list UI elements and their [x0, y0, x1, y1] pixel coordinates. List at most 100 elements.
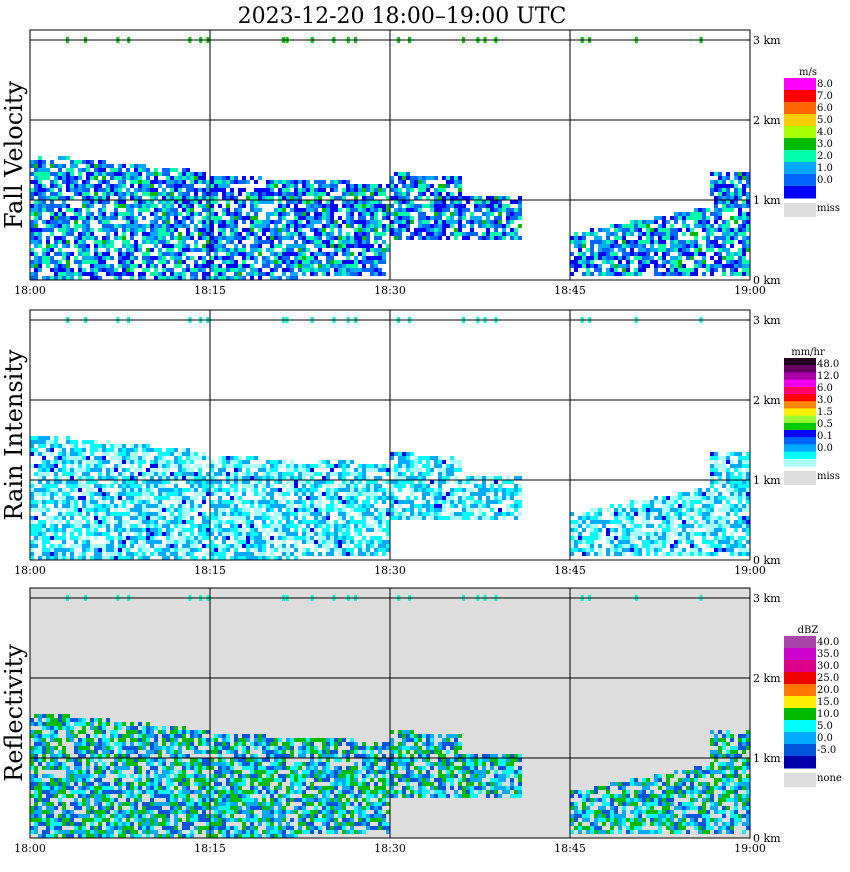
echo-cell — [178, 452, 182, 456]
echo-cell — [374, 192, 378, 196]
echo-cell — [102, 256, 106, 260]
echo-cell — [702, 216, 706, 220]
echo-cell — [598, 512, 602, 516]
echo-cell — [214, 536, 218, 540]
echo-cell — [358, 204, 362, 208]
echo-cell — [438, 468, 442, 472]
echo-cell — [154, 512, 158, 516]
echo-cell — [718, 264, 722, 268]
echo-cell — [438, 224, 442, 228]
echo-cell — [102, 208, 106, 212]
echo-cell — [222, 544, 226, 548]
echo-cell — [746, 228, 750, 232]
echo-cell — [714, 200, 718, 204]
echo-cell — [42, 228, 46, 232]
echo-cell — [582, 260, 586, 264]
echo-cell — [46, 468, 50, 472]
echo-cell — [174, 456, 178, 460]
echo-cell — [318, 252, 322, 256]
echo-cell — [130, 500, 134, 504]
echo-cell — [250, 220, 254, 224]
echo-cell — [274, 180, 278, 184]
echo-cell — [666, 232, 670, 236]
echo-cell — [106, 468, 110, 472]
echo-cell — [338, 216, 342, 220]
echo-cell — [358, 548, 362, 552]
echo-cell — [282, 536, 286, 540]
echo-cell — [110, 496, 114, 500]
echo-cell — [118, 260, 122, 264]
echo-cell — [726, 228, 730, 232]
echo-cell — [694, 268, 698, 272]
echo-cell — [118, 256, 122, 260]
echo-cell — [126, 220, 130, 224]
echo-cell — [738, 252, 742, 256]
echo-cell — [662, 264, 666, 268]
echo-cell — [426, 176, 430, 180]
echo-cell — [354, 260, 358, 264]
echo-cell — [146, 268, 150, 272]
echo-cell — [346, 236, 350, 240]
echo-cell — [342, 236, 346, 240]
echo-cell — [346, 464, 350, 468]
echo-cell — [78, 476, 82, 480]
echo-cell — [102, 520, 106, 524]
echo-cell — [442, 476, 446, 480]
echo-cell — [258, 540, 262, 544]
echo-cell — [338, 196, 342, 200]
echo-cell — [122, 264, 126, 268]
echo-cell — [290, 220, 294, 224]
echo-cell — [130, 528, 134, 532]
echo-cell — [642, 264, 646, 268]
echo-cell — [242, 484, 246, 488]
echo-cell — [382, 232, 386, 236]
echo-cell — [514, 232, 518, 236]
echo-cell — [150, 272, 154, 276]
echo-cell — [338, 528, 342, 532]
echo-cell — [230, 488, 234, 492]
echo-cell — [282, 496, 286, 500]
echo-cell — [614, 256, 618, 260]
echo-cell — [390, 196, 394, 200]
echo-cell — [202, 500, 206, 504]
echo-cell — [190, 544, 194, 548]
echo-cell — [58, 264, 62, 268]
echo-cell — [82, 468, 86, 472]
echo-cell — [570, 524, 574, 528]
echo-cell — [206, 252, 210, 256]
echo-cell — [106, 232, 110, 236]
echo-cell — [258, 544, 262, 548]
echo-cell — [302, 504, 306, 508]
echo-cell — [626, 256, 630, 260]
echo-cell — [282, 552, 286, 556]
echo-cell — [262, 544, 266, 548]
echo-cell — [78, 488, 82, 492]
echo-cell — [394, 512, 398, 516]
echo-cell — [462, 208, 466, 212]
echo-cell — [186, 192, 190, 196]
echo-cell — [258, 516, 262, 520]
echo-cell — [454, 204, 458, 208]
echo-cell — [674, 216, 678, 220]
echo-cell — [506, 512, 510, 516]
echo-cell — [346, 192, 350, 196]
echo-cell — [202, 268, 206, 272]
echo-cell — [442, 480, 446, 484]
echo-cell — [98, 488, 102, 492]
echo-cell — [230, 504, 234, 508]
echo-cell — [262, 272, 266, 276]
echo-cell — [374, 268, 378, 272]
echo-cell — [102, 476, 106, 480]
echo-cell — [498, 484, 502, 488]
echo-cell — [102, 264, 106, 268]
echo-cell — [86, 192, 90, 196]
echo-cell — [86, 272, 90, 276]
echo-cell — [186, 496, 190, 500]
echo-cell — [58, 500, 62, 504]
echo-cell — [174, 460, 178, 464]
echo-cell — [30, 480, 34, 484]
echo-cell — [610, 232, 614, 236]
echo-cell — [590, 264, 594, 268]
echo-cell — [110, 500, 114, 504]
echo-cell — [230, 508, 234, 512]
